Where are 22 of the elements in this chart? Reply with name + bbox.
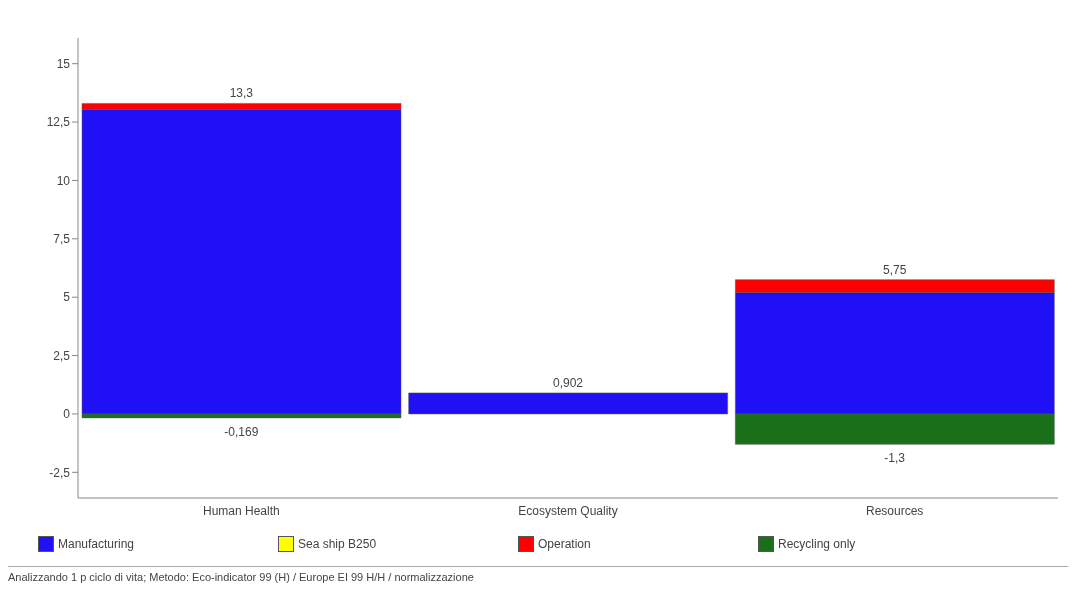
y-tick-label: 12,5 [46,115,71,130]
annotation: 5,75 [882,262,907,277]
annotation: -0,169 [224,424,259,439]
x-tick-label: Ecosystem Quality [518,503,618,518]
legend-label: Manufacturing [58,537,135,551]
y-tick-label: 10 [56,173,71,188]
legend-label: Operation [538,537,591,551]
y-tick-label: 5 [63,290,71,305]
text: Analizzando 1 p ciclo di vita; Metodo: Eco-indicator 99 (H) / Europe EI 99 H/H / normalizzazione [8,571,475,583]
y-tick-label: 0 [63,407,71,422]
annotation: 0,902 [552,375,584,390]
legend-label: Recycling only [778,537,856,551]
annotation: 13,3 [229,86,254,101]
x-tick-label: Resources [865,503,924,518]
annotation: -1,3 [884,451,906,466]
bar [408,392,728,415]
legend-label: Sea ship B250 [298,537,377,551]
y-tick-label: 2,5 [53,348,71,363]
y-tick-label: -2,5 [49,465,71,480]
y-tick-label: 15 [56,56,71,71]
y-tick-label: 7,5 [53,232,71,247]
x-tick-label: Human Health [202,503,280,518]
